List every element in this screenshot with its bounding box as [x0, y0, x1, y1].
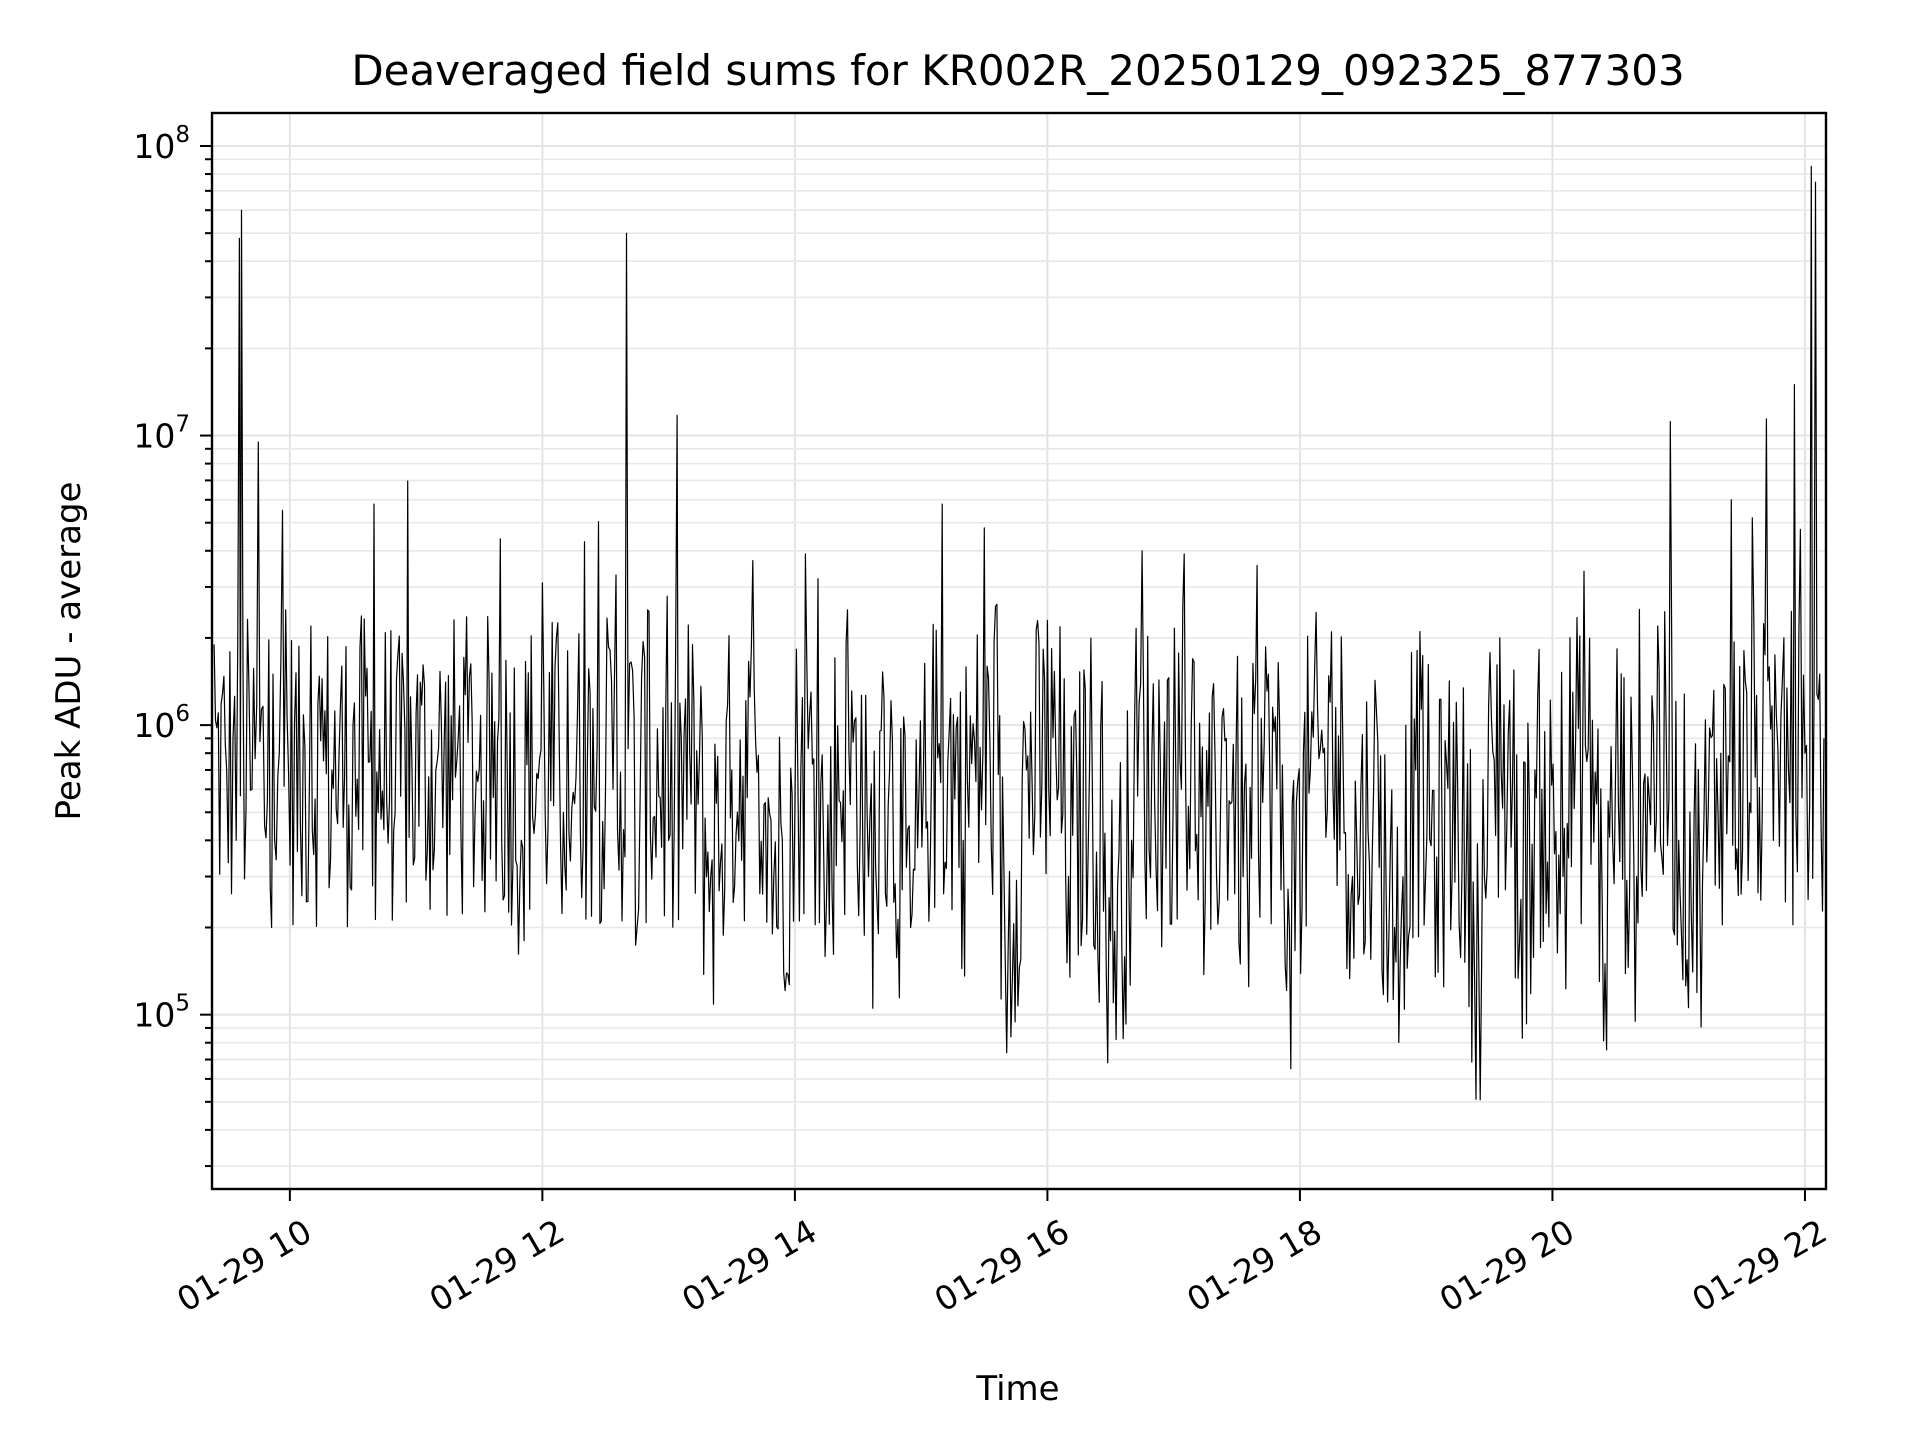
grid-lines: [212, 113, 1826, 1189]
y-tick-label: 106: [133, 701, 190, 745]
x-tick-label: 01-29 16: [928, 1212, 1076, 1320]
y-tick-label: 105: [133, 991, 190, 1035]
y-axis-label: Peak ADU - average: [49, 482, 89, 821]
plot-frame: [210, 111, 1828, 1191]
series-line: [213, 165, 1825, 1101]
x-tick-label: 01-29 14: [675, 1212, 823, 1320]
x-axis-label: Time: [975, 1369, 1059, 1409]
x-tick-label: 01-29 20: [1433, 1212, 1581, 1320]
y-tick-label: 107: [133, 412, 190, 456]
series-group: [213, 165, 1825, 1101]
x-tick-label: 01-29 12: [423, 1212, 571, 1320]
x-tick-label: 01-29 22: [1685, 1212, 1833, 1320]
chart-title: Deaveraged field sums for KR002R_2025012…: [351, 46, 1684, 95]
x-tick-label: 01-29 18: [1180, 1212, 1328, 1320]
x-tick-label: 01-29 10: [170, 1212, 318, 1320]
y-tick-label: 108: [133, 122, 190, 166]
